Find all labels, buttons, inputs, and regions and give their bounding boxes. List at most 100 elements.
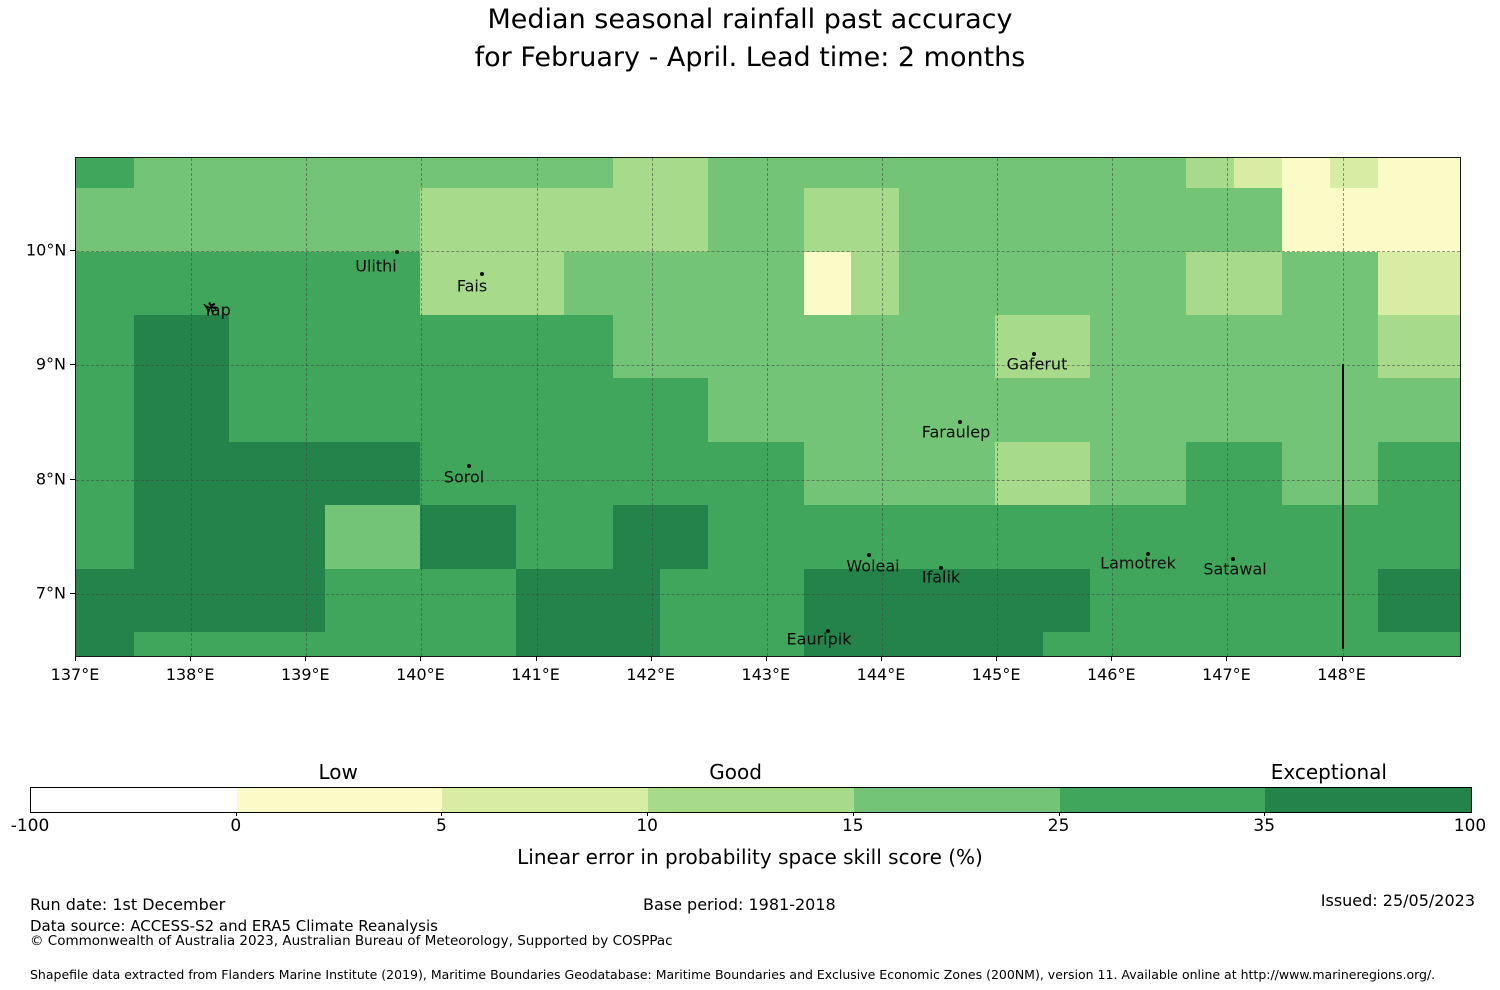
heatmap-cell <box>612 568 661 633</box>
heatmap-cell <box>373 187 421 253</box>
heatmap-cell <box>899 631 948 657</box>
heatmap-cell <box>994 504 1044 570</box>
heatmap-cell <box>420 377 469 443</box>
heatmap-cell <box>277 568 325 633</box>
heatmap-cell <box>947 504 996 570</box>
heatmap-cell <box>229 251 278 316</box>
meridian-gridline <box>766 158 768 656</box>
heatmap-cell <box>373 377 421 443</box>
meridian-gridline <box>1112 158 1114 656</box>
heatmap-cell <box>515 377 565 443</box>
x-tick-label: 145°E <box>971 665 1021 684</box>
heatmap-cell <box>180 314 230 378</box>
colorbar-segment-10–15 <box>648 788 854 812</box>
x-tick-mark <box>1111 656 1113 661</box>
heatmap-cell <box>1043 631 1091 657</box>
heatmap-cell <box>1090 631 1140 657</box>
island-dot-icon <box>1231 557 1235 561</box>
island-label-ifalik: Ifalik <box>921 567 961 587</box>
heatmap-cell <box>1378 314 1426 378</box>
heatmap-cell <box>76 504 134 570</box>
x-tick-label: 142°E <box>626 665 676 684</box>
heatmap-cell <box>180 441 230 506</box>
x-tick-mark <box>190 656 192 661</box>
heatmap-cell <box>76 441 134 506</box>
heatmap-cell <box>1234 568 1282 633</box>
heatmap-cell <box>1329 377 1379 443</box>
heatmap-cell <box>1378 568 1426 633</box>
heatmap-cell <box>515 314 565 378</box>
colorbar-category-label: Low <box>318 760 358 784</box>
heatmap-cell <box>324 314 374 378</box>
heatmap-cell <box>180 568 230 633</box>
heatmap-cell <box>947 377 996 443</box>
heatmap-cell <box>1043 158 1091 188</box>
heatmap-cell <box>755 441 804 506</box>
heatmap-cell <box>1138 251 1187 316</box>
heatmap-cell <box>515 441 565 506</box>
heatmap-cell <box>850 158 900 188</box>
heatmap-cell <box>1281 504 1331 570</box>
island-label-satawal: Satawal <box>1203 559 1267 579</box>
heatmap-cell <box>324 158 374 188</box>
x-tick-mark <box>420 656 422 661</box>
heatmap-cell <box>1043 568 1091 633</box>
x-tick-label: 137°E <box>50 665 100 684</box>
heatmap-cell <box>468 251 517 316</box>
heatmap-cell <box>612 158 661 188</box>
heatmap-cell <box>994 377 1044 443</box>
heatmap-cell <box>373 251 421 316</box>
heatmap-cell <box>229 158 278 188</box>
heatmap-cell <box>659 504 709 570</box>
issued-date-text: Issued: 25/05/2023 <box>1320 891 1475 910</box>
heatmap-cell <box>1425 631 1461 657</box>
heatmap-cell <box>277 631 325 657</box>
meridian-gridline <box>881 158 883 656</box>
heatmap-cell <box>324 631 374 657</box>
heatmap-cell <box>1378 251 1426 316</box>
heatmap-cell <box>659 158 709 188</box>
island-dot-icon <box>958 420 962 424</box>
heatmap-cell <box>133 314 182 378</box>
colorbar-tick-label: 35 <box>1253 816 1276 836</box>
heatmap-cell <box>76 377 134 443</box>
heatmap-cell <box>277 314 325 378</box>
heatmap-cell <box>659 568 709 633</box>
heatmap-cell <box>373 504 421 570</box>
heatmap-cell <box>1090 441 1140 506</box>
heatmap-cell <box>803 187 852 253</box>
heatmap-cell <box>1329 631 1379 657</box>
heatmap-cell <box>1138 187 1187 253</box>
heatmap-cell <box>1281 158 1331 188</box>
heatmap-cell <box>76 251 134 316</box>
heatmap-cell <box>612 504 661 570</box>
island-label-gaferut: Gaferut <box>1006 354 1068 374</box>
island-label-woleai: Woleai <box>846 556 900 576</box>
heatmap-cell <box>1185 251 1235 316</box>
x-tick-mark <box>305 656 307 661</box>
y-tick-label: 9°N <box>35 354 66 374</box>
meridian-gridline <box>306 158 308 656</box>
x-tick-label: 147°E <box>1202 665 1251 684</box>
heatmap-cell <box>1425 158 1461 188</box>
heatmap-cell <box>564 377 613 443</box>
heatmap-cell <box>229 631 278 657</box>
x-tick-label: 148°E <box>1317 665 1366 684</box>
heatmap-cell <box>947 251 996 316</box>
heatmap-cell <box>1090 504 1140 570</box>
heatmap-cell <box>708 158 756 188</box>
x-tick-mark <box>880 656 882 661</box>
heatmap-cell <box>1185 377 1235 443</box>
heatmap-cell <box>277 158 325 188</box>
heatmap-cell <box>1138 158 1187 188</box>
heatmap-cell <box>373 441 421 506</box>
heatmap-cell <box>1185 187 1235 253</box>
colorbar-tick-mark <box>1264 812 1266 816</box>
heatmap-cell <box>133 568 182 633</box>
colorbar-tick-label: 5 <box>435 816 447 836</box>
heatmap-cell <box>708 504 756 570</box>
heatmap-cell <box>850 504 900 570</box>
heatmap-cell <box>612 314 661 378</box>
heatmap-cell <box>373 314 421 378</box>
heatmap-cell <box>1090 251 1140 316</box>
